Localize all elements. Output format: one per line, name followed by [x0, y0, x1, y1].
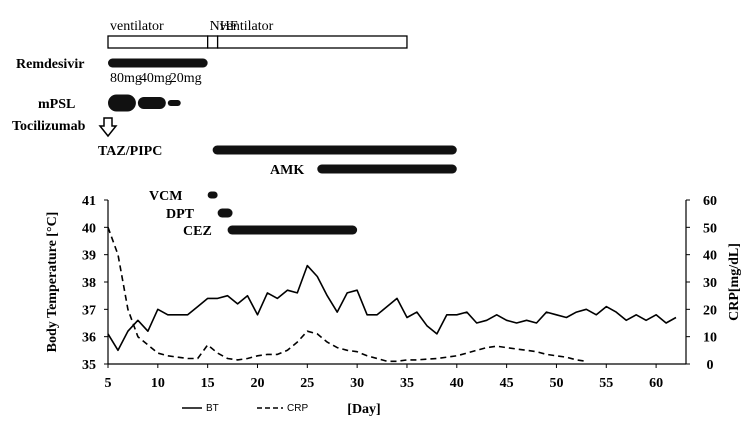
- support-label-ventilator-0: ventilator: [110, 19, 164, 34]
- y-left-tick-label: 40: [82, 221, 96, 236]
- y-left-tick-label: 37: [82, 303, 96, 318]
- y-right-tick-label: 10: [703, 331, 717, 346]
- y-right-axis-label: CRP[mg/dL]: [727, 243, 742, 321]
- support-segment-ventilator-2: [216, 35, 408, 49]
- support-segment-nhf-1: [207, 35, 219, 49]
- x-tick-label: 10: [151, 376, 165, 391]
- treatment-bar-mpsl-20mg: [167, 100, 181, 106]
- treatment-label-dpt: DPT: [166, 207, 195, 222]
- dose-label-80mg: 80mg: [110, 71, 142, 86]
- y-right-ticks: 0 10 20 30 40 50 60: [686, 194, 717, 373]
- y-left-ticks: 35 36 37 38 39 40 41: [82, 194, 108, 373]
- dose-label-40mg: 40mg: [140, 71, 172, 86]
- y-right-tick-label: 20: [703, 303, 717, 318]
- x-tick-label: 60: [649, 376, 663, 391]
- x-axis-label: [Day]: [347, 402, 380, 417]
- legend-label-bt: BT: [206, 403, 219, 414]
- treatment-label-mpsl: mPSL: [38, 97, 75, 112]
- dose-label-20mg: 20mg: [170, 71, 202, 86]
- support-label-ventilator-2: ventilator: [220, 19, 274, 34]
- y-right-tick-label: 50: [703, 221, 717, 236]
- treatment-bar-dpt: [217, 208, 233, 218]
- treatment-label-cez: CEZ: [183, 224, 212, 239]
- y-left-tick-label: 38: [82, 276, 96, 291]
- x-tick-label: 20: [250, 376, 264, 391]
- treatment-bar-amk: [317, 164, 457, 174]
- y-right-tick-label: 30: [703, 276, 717, 291]
- legend-label-crp: CRP: [287, 403, 308, 414]
- x-tick-label: 50: [549, 376, 563, 391]
- y-right-tick-label: 40: [703, 249, 717, 264]
- x-tick-label: 40: [450, 376, 464, 391]
- support-label-nhf-1: NHF: [210, 19, 238, 34]
- down-arrow-icon: [98, 117, 118, 138]
- treatment-bar-vcm: [207, 191, 218, 199]
- series-layer: [107, 227, 677, 363]
- y-left-tick-label: 36: [82, 331, 96, 346]
- legend: BT CRP: [182, 403, 308, 414]
- treatment-label-remdesivir: Remdesivir: [16, 57, 84, 72]
- y-right-tick-label: 60: [703, 194, 717, 209]
- support-segment-ventilator-0: [107, 35, 209, 49]
- x-tick-label: 5: [105, 376, 112, 391]
- treatment-label-tocilizumab: Tocilizumab: [12, 119, 86, 134]
- treatment-bar-taz-pipc: [212, 145, 457, 155]
- x-tick-label: 35: [400, 376, 414, 391]
- series-line-bt: [107, 264, 677, 352]
- treatment-bar-mpsl-40mg: [137, 97, 166, 109]
- y-left-tick-label: 35: [82, 358, 96, 373]
- treatment-bar-cez: [227, 225, 358, 235]
- x-ticks: 5 10 15 20 25 30 35 40 45 50 55 60: [105, 364, 663, 391]
- treatment-label-taz-pipc: TAZ/PIPC: [98, 144, 162, 159]
- treatment-bar-mpsl-80mg: [108, 94, 136, 112]
- x-tick-label: 15: [201, 376, 215, 391]
- y-left-tick-label: 41: [82, 194, 96, 209]
- x-tick-label: 45: [500, 376, 514, 391]
- y-right-tick-label: 0: [707, 358, 714, 373]
- treatment-bar-remdesivir: [108, 58, 208, 68]
- x-tick-label: 30: [350, 376, 364, 391]
- y-left-axis-label: Body Temperature [°C]: [45, 212, 60, 353]
- x-tick-label: 55: [599, 376, 613, 391]
- treatment-label-vcm: VCM: [149, 189, 182, 204]
- treatment-label-amk: AMK: [270, 163, 304, 178]
- y-left-tick-label: 39: [82, 249, 96, 264]
- x-tick-label: 25: [300, 376, 314, 391]
- series-line-crp: [107, 227, 587, 363]
